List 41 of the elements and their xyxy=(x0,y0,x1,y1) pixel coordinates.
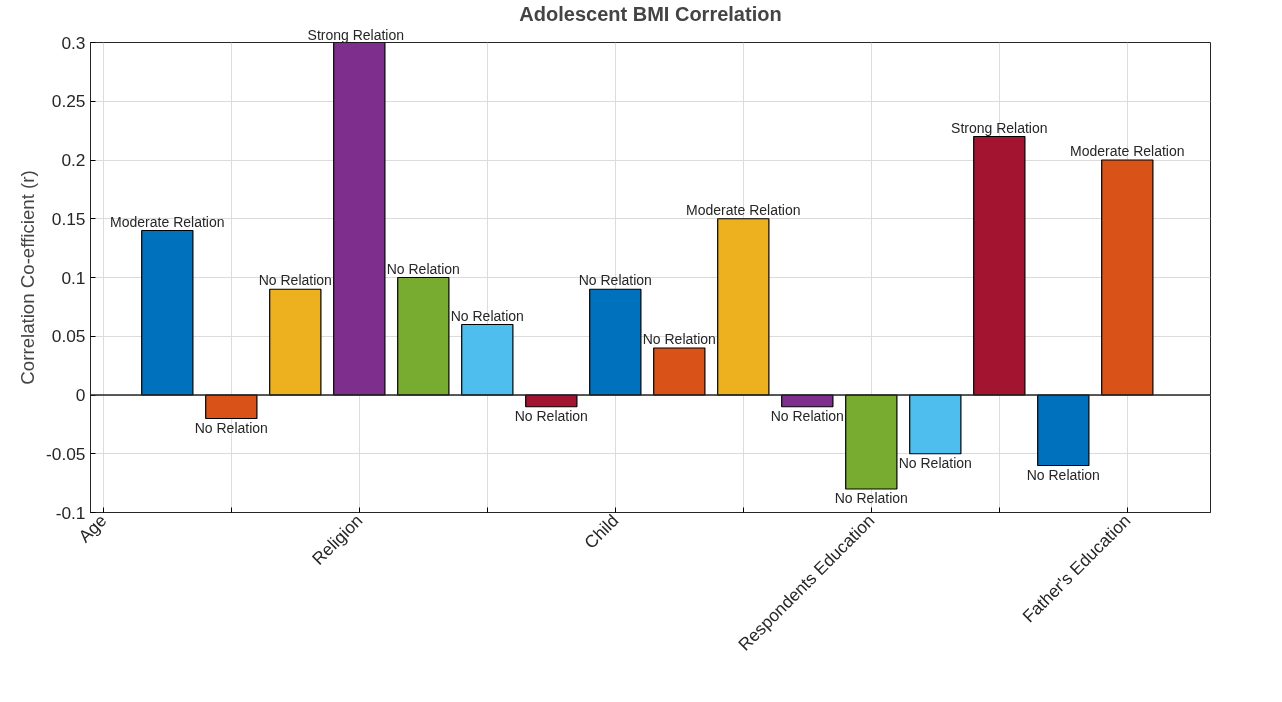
y-tick-label: 0 xyxy=(75,385,86,405)
data-label: No Relation xyxy=(770,407,844,424)
data-label: No Relation xyxy=(1026,466,1100,483)
bar xyxy=(589,288,642,396)
data-label: No Relation xyxy=(834,490,908,506)
data-label: No Relation xyxy=(258,272,332,289)
data-label: No Relation xyxy=(450,307,524,324)
bar xyxy=(461,323,514,396)
data-label: Moderate Relation xyxy=(110,213,225,230)
data-label: Strong Relation xyxy=(307,26,405,43)
y-tick-label: 0.15 xyxy=(51,208,86,229)
data-label: Moderate Relation xyxy=(686,201,801,218)
bar xyxy=(909,394,962,455)
bar xyxy=(205,394,258,420)
y-axis-title: Correlation Co-efficient (r) xyxy=(17,170,38,385)
data-label: No Relation xyxy=(194,419,268,436)
y-tick-label: -0.05 xyxy=(46,443,86,464)
bar xyxy=(1037,394,1090,467)
chart-title: Adolescent BMI Correlation xyxy=(519,2,782,25)
data-label: No Relation xyxy=(514,407,588,424)
y-tick-label: 0.25 xyxy=(51,91,86,112)
data-label: No Relation xyxy=(578,272,652,289)
bar xyxy=(141,229,194,396)
y-tick-label: 0.05 xyxy=(51,326,86,347)
data-label: Strong Relation xyxy=(951,119,1048,136)
y-tick-label: -0.1 xyxy=(55,502,86,523)
bar xyxy=(973,135,1026,396)
bar xyxy=(397,276,450,396)
data-label: No Relation xyxy=(642,331,716,347)
bar xyxy=(333,42,386,396)
bar xyxy=(845,394,898,490)
bar xyxy=(1101,159,1154,396)
bar xyxy=(717,218,770,396)
y-tick-label: 0.2 xyxy=(61,150,86,170)
data-label: No Relation xyxy=(386,260,460,277)
bar xyxy=(269,288,322,396)
data-label: Moderate Relation xyxy=(1070,143,1185,159)
y-tick-label: 0.3 xyxy=(61,32,86,53)
y-tick-label: 0.1 xyxy=(61,267,86,288)
data-label: No Relation xyxy=(898,454,972,471)
bar xyxy=(653,347,706,396)
